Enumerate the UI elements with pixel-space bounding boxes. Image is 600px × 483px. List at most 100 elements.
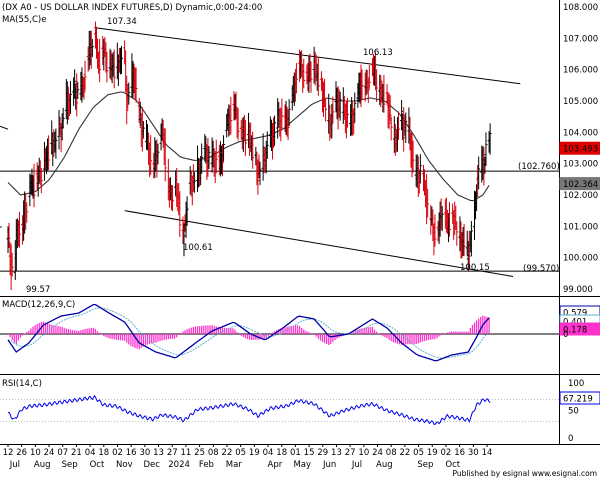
- x-tick-label: 11: [181, 448, 192, 458]
- x-tick-label: 12: [3, 448, 14, 458]
- macd-signal-line: [7, 307, 490, 359]
- x-tick-label: 25: [194, 448, 205, 458]
- y-tick-label: 101.000: [563, 222, 598, 232]
- x-tick-label: 02: [441, 448, 452, 458]
- x-month-label: Oct: [90, 460, 105, 470]
- x-tick-label: 07: [57, 448, 68, 458]
- last-price-tag-box: [559, 141, 600, 155]
- annotation-100-15: 100.15: [460, 263, 490, 273]
- x-tick-label: 10: [30, 448, 41, 458]
- x-month-label: Feb: [199, 460, 214, 470]
- x-month-label: May: [293, 460, 311, 470]
- rsi-label: RSI(14,C): [2, 379, 42, 389]
- x-tick-label: 08: [386, 448, 397, 458]
- x-tick-label: 18: [276, 448, 287, 458]
- histogram-value-tag-box: [559, 322, 600, 336]
- last-price-tag-text: 103.493: [563, 145, 598, 155]
- x-tick-label: 26: [16, 448, 27, 458]
- x-tick-label: 13: [153, 448, 164, 458]
- x-month-label: Jul: [9, 460, 20, 470]
- y-tick-label: 108.000: [563, 3, 598, 13]
- y-tick-label: 102.000: [563, 191, 598, 201]
- y-tick-label: 99.000: [563, 285, 593, 295]
- x-tick-label: 18: [98, 448, 109, 458]
- x-tick-label: 22: [222, 448, 233, 458]
- x-tick-label: 30: [139, 448, 150, 458]
- x-tick-label: 27: [345, 448, 356, 458]
- x-tick-label: 01: [290, 448, 301, 458]
- macd-value-tag-text: 0.579: [563, 309, 587, 319]
- rsi-line: [7, 394, 491, 426]
- y-tick-label: 107.000: [563, 34, 598, 44]
- x-tick-label: 30: [468, 448, 479, 458]
- x-tick-label: 08: [208, 448, 219, 458]
- x-month-label: Sep: [417, 460, 433, 470]
- x-tick-label: 05: [413, 448, 424, 458]
- x-tick-label: 04: [263, 448, 274, 458]
- annotation-99-570: (99.570): [523, 264, 559, 274]
- macd-zero-tick: 0: [563, 330, 568, 340]
- rsi-value-tag-text: 67.219: [563, 395, 593, 405]
- y-tick-label: 103.000: [563, 160, 598, 170]
- x-tick-label: 14: [482, 448, 493, 458]
- rsi-tick-label: 100: [568, 379, 584, 389]
- trendline-1: [124, 210, 514, 277]
- x-tick-label: 05: [235, 448, 246, 458]
- x-month-label: Mar: [226, 460, 243, 470]
- x-tick-label: 16: [454, 448, 465, 458]
- x-month-label: Jun: [322, 460, 336, 470]
- macd-label: MACD(12,26,9,C): [2, 300, 75, 310]
- x-month-label: Aug: [34, 460, 51, 470]
- annotation-100-61: 100.61: [183, 243, 213, 253]
- x-tick-label: 10: [358, 448, 369, 458]
- annotation-99-57: 99.57: [26, 285, 50, 295]
- x-tick-label: 13: [331, 448, 342, 458]
- x-tick-label: 22: [399, 448, 410, 458]
- ma-label: MA(55,C)e: [2, 15, 46, 25]
- rsi-value-tag-box: [559, 391, 600, 405]
- y-tick-label: 106.000: [563, 66, 598, 76]
- macd-histogram: [9, 315, 490, 350]
- x-month-label: Nov: [116, 460, 133, 470]
- x-tick-label: 04: [85, 448, 96, 458]
- x-month-label: Aug: [376, 460, 393, 470]
- trendline-0: [94, 27, 521, 85]
- x-month-label: Oct: [445, 460, 460, 470]
- y-tick-label: 104.000: [563, 128, 598, 138]
- footer-text: Published by esignal www.esignal.com: [452, 469, 597, 478]
- x-tick-label: 21: [71, 448, 82, 458]
- x-tick-label: 02: [112, 448, 123, 458]
- x-month-label: 2024: [168, 460, 190, 470]
- y-tick-label: 100.000: [563, 254, 598, 264]
- rsi-tick-label: 0: [568, 434, 573, 444]
- ma-price-tag-text: 102.364: [563, 180, 598, 190]
- x-tick-label: 24: [44, 448, 55, 458]
- x-tick-label: 19: [249, 448, 260, 458]
- annotation-106-13: 106.13: [363, 48, 393, 58]
- x-tick-label: 29: [317, 448, 328, 458]
- macd-line: [7, 303, 490, 362]
- x-month-label: Apr: [268, 460, 283, 470]
- trendline-2: [0, 125, 9, 130]
- x-tick-label: 16: [126, 448, 137, 458]
- x-tick-label: 27: [167, 448, 178, 458]
- price-bars: [6, 21, 492, 291]
- x-tick-label: 15: [304, 448, 315, 458]
- x-month-label: Jul: [351, 460, 362, 470]
- x-tick-label: 19: [427, 448, 438, 458]
- y-tick-label: 105.000: [563, 97, 598, 107]
- x-month-label: Dec: [143, 460, 160, 470]
- chart-title: (DX A0 - US DOLLAR INDEX FUTURES,D) Dyna…: [2, 3, 262, 13]
- x-month-label: Sep: [62, 460, 78, 470]
- panel-frames: [0, 0, 600, 445]
- histogram-value-tag-text: 0.178: [563, 326, 587, 336]
- x-tick-label: 24: [372, 448, 383, 458]
- rsi-tick-label: 50: [568, 407, 579, 417]
- axis-labels: 108.000 107.000 106.000 105.000 104.000 103.0…: [3, 3, 599, 470]
- annotation-107-34: 107.34: [107, 17, 137, 27]
- annotation-102-760: (102.760): [518, 162, 560, 172]
- ma-price-tag-box: [559, 177, 600, 191]
